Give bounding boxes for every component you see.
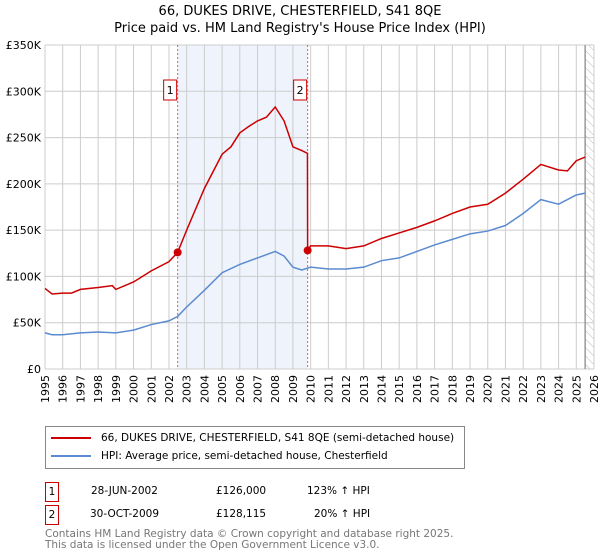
- sale-badge: 1: [45, 482, 59, 502]
- y-tick-label: £50K: [13, 317, 42, 330]
- sale-price: £126,000: [216, 485, 267, 497]
- chart-subtitle: Price paid vs. HM Land Registry's House …: [114, 21, 486, 36]
- legend-item-property: 66, DUKES DRIVE, CHESTERFIELD, S41 8QE (…: [51, 429, 454, 447]
- footer-line: This data is licensed under the Open Gov…: [45, 539, 380, 551]
- sale-annotation-label: 1: [167, 84, 174, 97]
- x-tick-label: 1999: [110, 375, 123, 403]
- x-tick-label: 2022: [517, 375, 530, 403]
- sale-annotation-box: [293, 79, 308, 101]
- chart-title: 66, DUKES DRIVE, CHESTERFIELD, S41 8QE: [158, 4, 442, 19]
- x-tick-label: 2006: [234, 375, 247, 403]
- x-tick-label: 2009: [287, 375, 300, 403]
- x-tick-label: 2010: [305, 375, 318, 403]
- x-tick-label: 2023: [535, 375, 548, 403]
- footer-line: Contains HM Land Registry data © Crown c…: [45, 528, 454, 540]
- x-tick-label: 2025: [570, 375, 583, 403]
- x-tick-label: 2018: [446, 375, 459, 403]
- x-tick-label: 2021: [499, 375, 512, 403]
- forecast-hatch: [585, 45, 594, 369]
- x-tick-label: 2024: [553, 375, 566, 403]
- y-tick-label: £300K: [6, 85, 42, 98]
- x-tick-label: 2016: [411, 375, 424, 403]
- x-tick-label: 1995: [39, 375, 52, 403]
- x-tick-label: 2019: [464, 375, 477, 403]
- y-tick-label: £250K: [6, 132, 42, 145]
- x-tick-label: 2011: [322, 375, 335, 403]
- x-tick-label: 2008: [269, 375, 282, 403]
- sale-badge: 2: [45, 505, 59, 525]
- x-tick-label: 1998: [92, 375, 105, 403]
- x-tick-label: 2005: [216, 375, 229, 403]
- x-tick-label: 1996: [57, 375, 70, 403]
- shaded-period: [177, 45, 308, 369]
- sale-date: 30-OCT-2009: [90, 508, 159, 520]
- sale-row: 2 30-OCT-2009 £128,115 20% ↑ HPI: [45, 505, 445, 525]
- x-tick-label: 2001: [145, 375, 158, 403]
- x-tick-label: 1997: [74, 375, 87, 403]
- legend-label: 66, DUKES DRIVE, CHESTERFIELD, S41 8QE (…: [101, 432, 455, 444]
- x-tick-label: 2004: [198, 375, 211, 403]
- x-tick-label: 2012: [340, 375, 353, 403]
- sale-point: [173, 248, 182, 257]
- property-price-line: [44, 105, 586, 295]
- y-tick-label: £200K: [6, 178, 42, 191]
- x-tick-label: 2020: [482, 375, 495, 403]
- y-tick-label: £150K: [6, 224, 42, 237]
- sale-annotation-label: 2: [297, 84, 304, 97]
- sale-hpi: 123% ↑ HPI: [307, 485, 370, 497]
- legend-item-hpi: HPI: Average price, semi-detached house,…: [51, 447, 388, 465]
- sale-price: £128,115: [216, 508, 267, 520]
- hpi-line: [44, 192, 586, 336]
- legend-label: HPI: Average price, semi-detached house,…: [101, 450, 388, 462]
- x-tick-label: 2026: [588, 375, 600, 403]
- x-tick-label: 2007: [252, 375, 265, 403]
- footer: Contains HM Land Registry data © Crown c…: [45, 529, 453, 551]
- x-tick-label: 2017: [429, 375, 442, 403]
- y-tick-label: £100K: [6, 270, 42, 283]
- x-tick-label: 2015: [393, 375, 406, 403]
- y-tick-label: £350K: [6, 39, 42, 52]
- sale-date: 28-JUN-2002: [91, 485, 158, 497]
- sale-hpi: 20% ↑ HPI: [314, 508, 371, 520]
- x-tick-label: 2000: [128, 375, 141, 403]
- x-tick-label: 2014: [375, 375, 388, 403]
- x-tick-label: 2003: [181, 375, 194, 403]
- legend: 66, DUKES DRIVE, CHESTERFIELD, S41 8QE (…: [45, 426, 465, 469]
- sale-point: [303, 246, 312, 255]
- x-tick-label: 2002: [163, 375, 176, 403]
- sale-annotation-box: [163, 79, 178, 101]
- y-tick-label: £0: [27, 363, 41, 376]
- x-tick-label: 2013: [358, 375, 371, 403]
- chart: 1995 1996 1997 1998 1999 2000 2001 2002 2003 2004…: [6, 39, 600, 403]
- sale-row: 1 28-JUN-2002 £126,000 123% ↑ HPI: [45, 482, 445, 502]
